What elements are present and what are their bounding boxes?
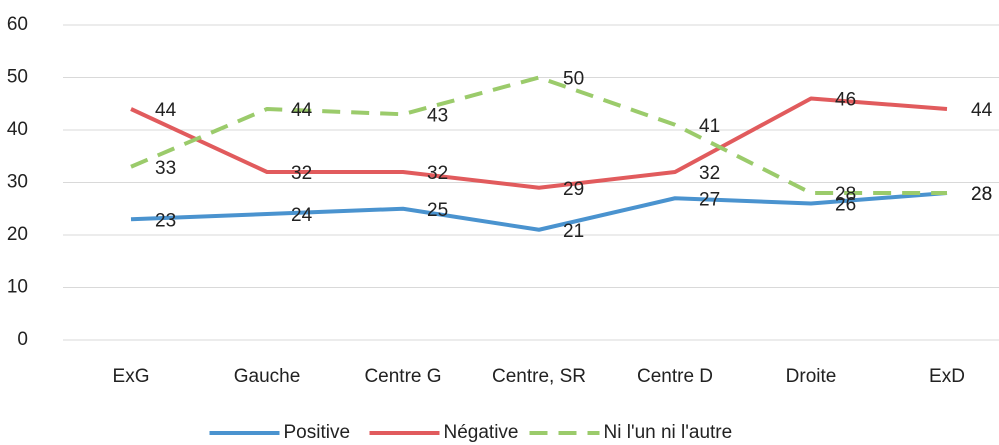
- data-label: 23: [155, 210, 176, 231]
- data-label: 25: [427, 200, 448, 221]
- data-label: 29: [563, 179, 584, 200]
- series-line: [130, 75, 947, 195]
- data-label: 44: [291, 100, 313, 121]
- data-label: 32: [699, 163, 720, 184]
- data-label: 21: [563, 221, 584, 242]
- data-label: 32: [427, 163, 448, 184]
- legend-label: Négative: [444, 422, 519, 443]
- x-tick-label: ExD: [929, 366, 965, 387]
- data-label: 44: [155, 100, 177, 121]
- x-tick-label: Gauche: [234, 366, 301, 387]
- data-label: 33: [155, 158, 176, 179]
- x-tick-label: Centre, SR: [492, 366, 586, 387]
- y-tick-label: 10: [7, 277, 28, 298]
- legend-label: Ni l'un ni l'autre: [604, 422, 733, 443]
- data-label: 26: [835, 195, 856, 216]
- y-tick-label: 30: [7, 172, 28, 193]
- data-label: 41: [699, 116, 720, 137]
- x-tick-label: Centre D: [637, 366, 713, 387]
- y-tick-label: 0: [17, 329, 28, 350]
- data-label: 43: [427, 105, 448, 126]
- data-label: 50: [563, 69, 584, 90]
- data-label: 27: [699, 189, 720, 210]
- data-label: 28: [835, 184, 856, 205]
- y-tick-label: 50: [7, 67, 28, 88]
- data-label: 46: [835, 90, 856, 111]
- y-tick-label: 60: [7, 14, 28, 35]
- data-label: 44: [971, 100, 993, 121]
- series-line: [130, 96, 948, 190]
- y-tick-label: 20: [7, 224, 28, 245]
- legend-label: Positive: [284, 422, 351, 443]
- series-line: [130, 191, 948, 232]
- y-tick-label: 40: [7, 119, 28, 140]
- data-label: 28: [971, 184, 992, 205]
- data-label: 32: [291, 163, 312, 184]
- x-tick-label: Droite: [786, 366, 837, 387]
- data-label: 24: [291, 205, 313, 226]
- x-tick-label: Centre G: [364, 366, 441, 387]
- data-label: 28: [971, 184, 992, 205]
- x-tick-label: ExG: [113, 366, 150, 387]
